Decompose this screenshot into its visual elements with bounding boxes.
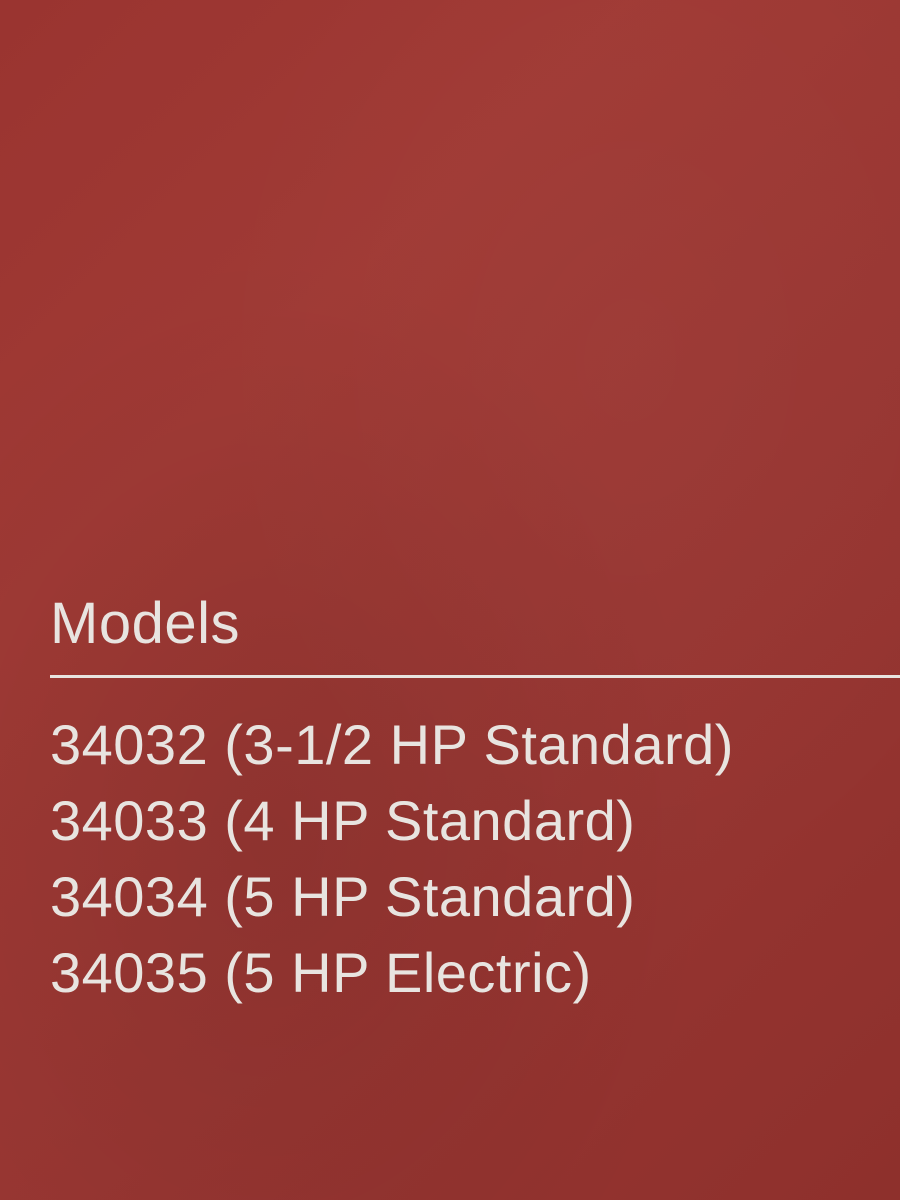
model-item: 34035 (5 HP Electric) — [50, 938, 900, 1008]
model-item: 34034 (5 HP Standard) — [50, 862, 900, 932]
models-panel: Models 34032 (3-1/2 HP Standard) 34033 (… — [50, 590, 900, 1008]
model-item: 34032 (3-1/2 HP Standard) — [50, 710, 900, 780]
models-heading: Models — [50, 590, 900, 657]
heading-divider — [50, 675, 900, 678]
model-item: 34033 (4 HP Standard) — [50, 786, 900, 856]
model-list: 34032 (3-1/2 HP Standard) 34033 (4 HP St… — [50, 710, 900, 1008]
